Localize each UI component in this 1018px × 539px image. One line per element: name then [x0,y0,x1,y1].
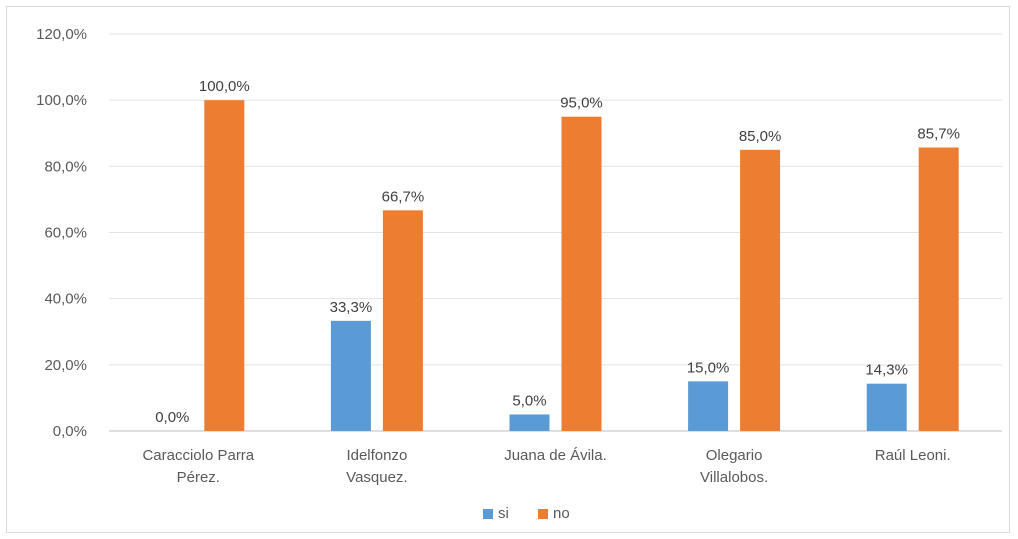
data-label-si: 5,0% [512,392,546,409]
x-axis: Caracciolo Parra Pérez. Idelfonzo Vasquez. J… [142,447,950,486]
data-label-no: 66,7% [382,188,425,205]
data-label-no: 85,0% [739,128,782,145]
bar-no [382,210,423,431]
bar-chart: 0,0% 20,0% 40,0% 60,0% 80,0% 100,0% 120,0% 0,0… [36,26,1002,522]
x-category-label: Vasquez. [346,469,407,486]
x-category-label: Idelfonzo [346,447,407,464]
bar-no [561,116,602,431]
data-label-si: 14,3% [865,362,908,379]
y-tick-label: 80,0% [44,158,87,175]
y-tick-label: 20,0% [44,357,87,374]
bar-no [740,149,781,431]
bar-si [330,320,371,431]
chart-frame: 0,0% 20,0% 40,0% 60,0% 80,0% 100,0% 120,0% 0,0… [6,6,1010,533]
y-tick-label: 60,0% [44,225,87,242]
legend-label-si: si [498,505,509,522]
x-category-label: Pérez. [177,469,220,486]
x-category-label: Caracciolo Parra [142,447,254,464]
y-tick-label: 40,0% [44,291,87,308]
bar-si [688,381,729,431]
bar-no [204,100,245,432]
data-labels: 0,0% 100,0% 33,3% 66,7% 5,0% 95,0% 15,0% 85,0% 1… [155,78,960,426]
data-label-no: 100,0% [199,78,250,95]
y-tick-label: 120,0% [36,26,87,43]
legend-swatch-si [483,509,493,519]
x-category-label: Villalobos. [700,469,768,486]
y-tick-label: 0,0% [53,423,87,440]
legend-label-no: no [553,505,570,522]
bars [204,100,959,432]
data-label-si: 15,0% [687,359,730,376]
gridlines [109,33,1002,432]
bar-si [866,383,907,431]
legend: si no [483,505,570,522]
x-category-label: Raúl Leoni. [875,447,951,464]
x-category-label: Olegario [706,447,763,464]
y-tick-label: 100,0% [36,92,87,109]
data-label-si: 33,3% [330,299,373,316]
bar-no [918,147,959,431]
data-label-no: 85,7% [917,125,960,142]
data-label-no: 95,0% [560,95,603,112]
x-category-label: Juana de Ávila. [504,447,607,464]
legend-swatch-no [538,509,548,519]
y-axis: 0,0% 20,0% 40,0% 60,0% 80,0% 100,0% 120,0% [36,26,87,440]
bar-si [509,414,550,431]
data-label-si: 0,0% [155,409,189,426]
